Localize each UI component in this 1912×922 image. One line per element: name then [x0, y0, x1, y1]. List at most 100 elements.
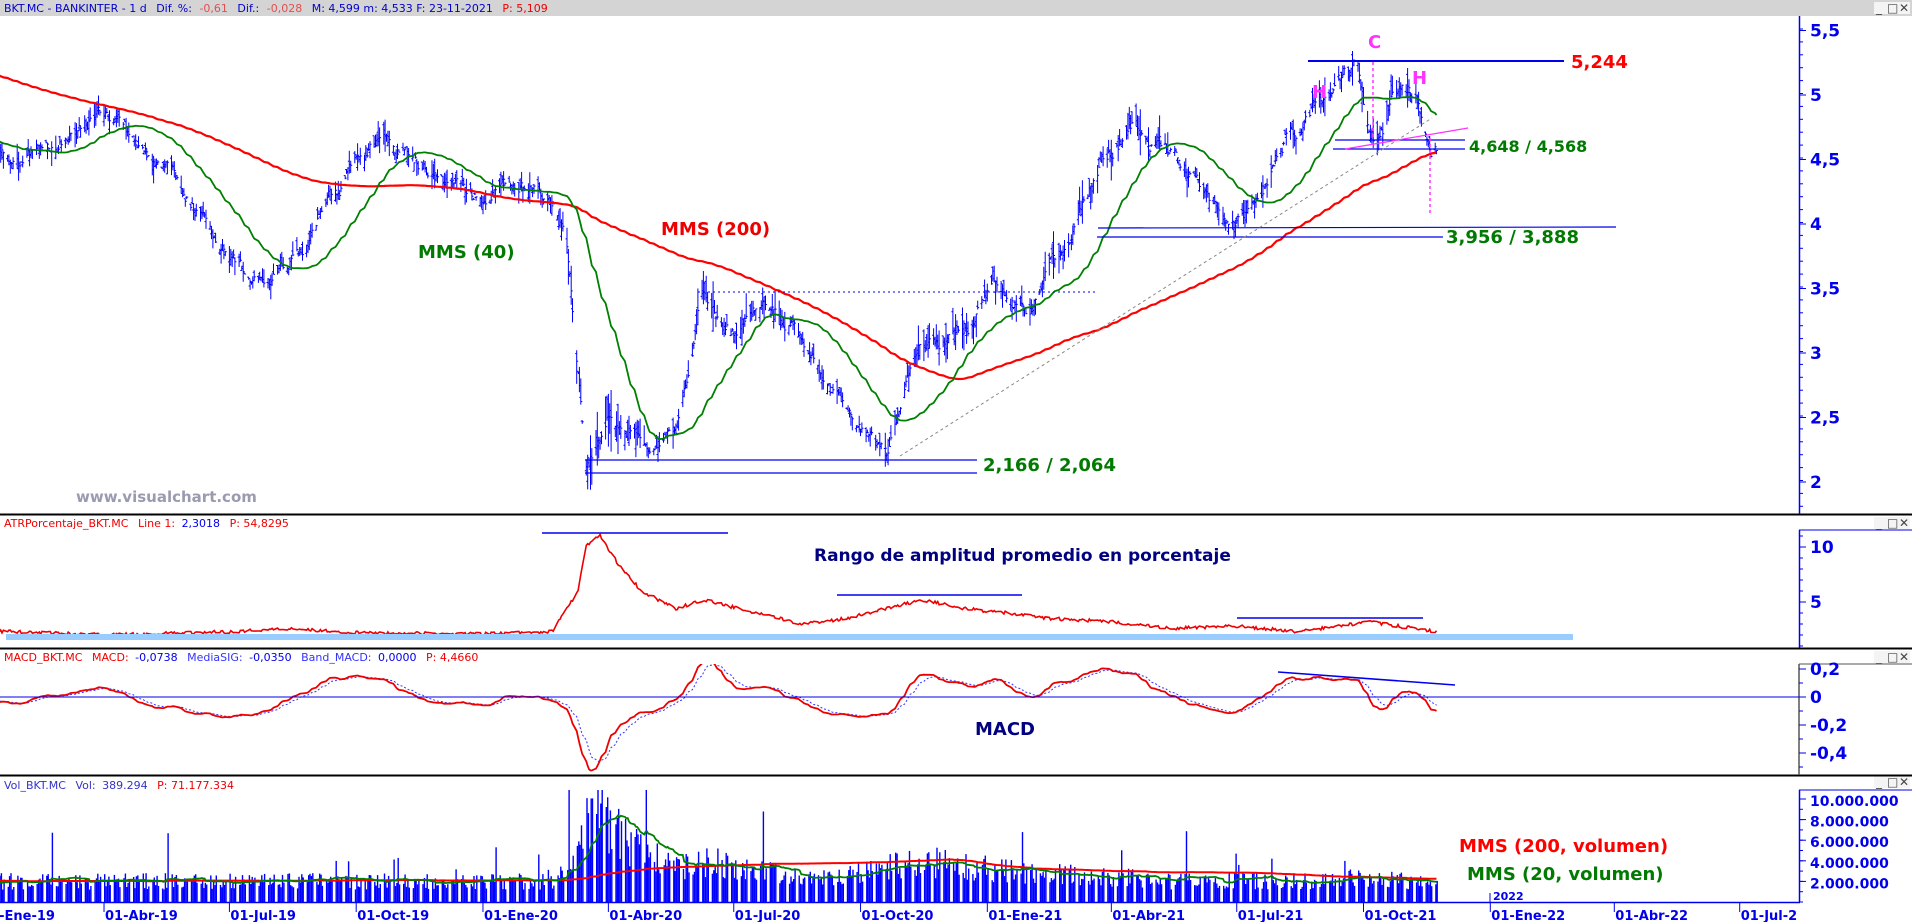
- price-bar: [98, 109, 102, 116]
- volume-bar: [367, 880, 369, 902]
- minimize-button[interactable]: _: [1875, 1, 1883, 15]
- volume-bar: [215, 875, 217, 902]
- level-line-3956[interactable]: [1097, 226, 1617, 229]
- maximize-button[interactable]: □: [1887, 650, 1898, 664]
- price-bar: [1217, 202, 1221, 226]
- volume-bar: [309, 873, 311, 902]
- price-bar: [1120, 138, 1124, 148]
- volume-bar: [155, 885, 157, 902]
- price-annotations: [585, 60, 1617, 474]
- price-bar: [232, 249, 236, 258]
- volume-bar: [1282, 887, 1284, 902]
- price-bar: [237, 253, 241, 267]
- volume-bar: [1177, 878, 1179, 902]
- volume-bar: [553, 885, 555, 902]
- price-bar: [397, 149, 401, 153]
- volume-bar: [269, 877, 271, 902]
- close-button[interactable]: ✕: [1899, 650, 1909, 664]
- window-buttons: [1874, 776, 1910, 788]
- volume-bar: [1087, 880, 1090, 902]
- minimize-button[interactable]: _: [1875, 650, 1883, 664]
- volume-bar: [349, 888, 351, 902]
- price-bar: [1207, 192, 1211, 213]
- volume-bar: [799, 883, 802, 902]
- volume-bar: [365, 889, 368, 902]
- volume-bar: [624, 819, 627, 902]
- volume-bar: [1415, 882, 1418, 902]
- volume-bar: [338, 879, 340, 902]
- price-bar: [831, 383, 835, 394]
- level-label-3956: 3,956 / 3,888: [1446, 227, 1579, 248]
- volume-bar: [755, 879, 758, 902]
- volume-bar: [1235, 853, 1237, 902]
- volume-bar: [992, 882, 995, 902]
- volume-bar: [1319, 886, 1321, 902]
- price-bar: [706, 291, 710, 311]
- maximize-button[interactable]: □: [1887, 775, 1898, 789]
- volume-bar: [684, 879, 686, 902]
- volume-bar: [1359, 872, 1361, 902]
- volume-bar: [1159, 878, 1161, 902]
- volume-bar: [1217, 887, 1219, 902]
- volume-bar: [68, 878, 70, 902]
- volume-bar: [1196, 885, 1199, 902]
- price-bar: [841, 392, 845, 408]
- volume-bar: [128, 879, 131, 902]
- trend-line-dashed[interactable]: [899, 117, 1433, 457]
- price-bar: [1169, 147, 1173, 152]
- volume-bar: [948, 858, 951, 902]
- maximize-button[interactable]: □: [1887, 1, 1898, 15]
- maximize-button[interactable]: □: [1887, 516, 1898, 530]
- volume-bar: [871, 871, 873, 902]
- neckline[interactable]: [1344, 127, 1469, 150]
- volume-bar: [717, 848, 719, 902]
- volume-bar: [476, 875, 478, 902]
- minimize-button[interactable]: _: [1875, 775, 1883, 789]
- volume-bar: [148, 886, 150, 902]
- volume-bar: [283, 882, 285, 902]
- volume-bar: [1254, 889, 1256, 902]
- volume-bar: [1236, 874, 1239, 902]
- macd-trend-line[interactable]: [1277, 671, 1456, 686]
- volume-bar: [1338, 877, 1341, 902]
- volume-bar: [678, 859, 680, 902]
- volume-bar: [828, 871, 831, 902]
- close-button[interactable]: ✕: [1899, 775, 1909, 789]
- macd-line: [0, 664, 1437, 772]
- price-bar: [134, 134, 138, 151]
- volume-bar: [1311, 881, 1313, 902]
- volume-bar: [232, 883, 234, 902]
- volume-bar: [1089, 884, 1091, 902]
- volume-bar: [1169, 874, 1171, 902]
- volume-bar: [350, 878, 353, 902]
- price-bar: [628, 425, 632, 440]
- volume-bar: [677, 859, 679, 902]
- volume-bar: [1010, 860, 1013, 902]
- x-tick-label: 01-Oct-20: [862, 909, 934, 922]
- volume-bar: [1147, 873, 1149, 902]
- volume-bar: [1178, 877, 1181, 902]
- price-bar: [865, 429, 869, 434]
- volume-bar: [432, 880, 434, 902]
- volume-bar: [686, 856, 689, 902]
- volume-bar: [316, 882, 318, 902]
- y-tick-label: 4.000.000: [1810, 856, 1889, 872]
- close-button[interactable]: ✕: [1899, 516, 1909, 530]
- volume-bar: [66, 880, 69, 902]
- volume-bar: [1130, 870, 1132, 902]
- volume-bar: [427, 888, 430, 902]
- volume-bar: [793, 879, 795, 902]
- volume-bar: [655, 871, 657, 902]
- volume-bar: [557, 875, 559, 902]
- price-bar: [474, 196, 478, 201]
- price-bar: [561, 211, 565, 232]
- close-button[interactable]: ✕: [1899, 1, 1909, 15]
- volume-bar: [1246, 878, 1248, 902]
- mms200-label: MMS (200): [661, 219, 770, 240]
- window-buttons: [1874, 517, 1910, 529]
- minimize-button[interactable]: _: [1875, 516, 1883, 530]
- price-bar: [809, 351, 813, 366]
- x-tick-label: 01-Abr-19: [105, 909, 178, 922]
- volume-bar: [1188, 873, 1190, 902]
- volume-bar: [196, 882, 198, 902]
